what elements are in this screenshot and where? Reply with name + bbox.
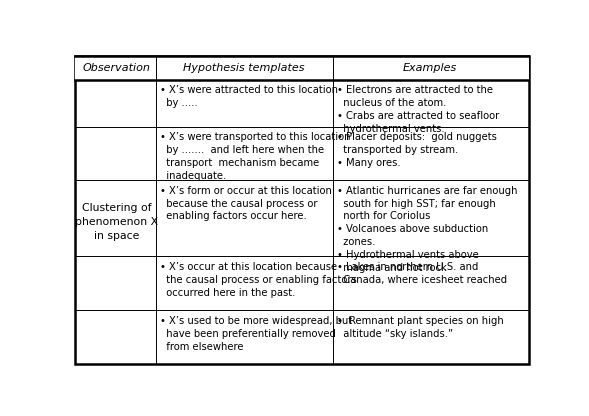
Text: • X’s occur at this location because
  the causal process or enabling factors
  : • X’s occur at this location because the… [160,262,357,298]
Text: • Lakes in northern U.S. and
  Canada, where icesheet reached: • Lakes in northern U.S. and Canada, whe… [337,262,507,285]
Text: • X’s were transported to this location
  by .......  and left here when the
  t: • X’s were transported to this location … [160,132,351,181]
Text: • X’s used to be more widespread, but
  have been preferentially removed
  from : • X’s used to be more widespread, but ha… [160,316,352,352]
Text: Observation: Observation [82,63,150,73]
Text: Clustering of
phenomenon X
in space: Clustering of phenomenon X in space [75,203,158,241]
Text: • Placer deposits:  gold nuggets
  transported by stream.
• Many ores.: • Placer deposits: gold nuggets transpor… [337,132,497,168]
Text: • X’s were attracted to this location
  by .....: • X’s were attracted to this location by… [160,85,338,108]
Bar [75,56,529,79]
Text: Examples: Examples [402,63,456,73]
Text: • Atlantic hurricanes are far enough
  south for high SST; far enough
  north fo: • Atlantic hurricanes are far enough sou… [337,186,518,272]
Text: • X’s form or occur at this location
  because the causal process or
  enabling : • X’s form or occur at this location bec… [160,186,332,221]
Text: • Electrons are attracted to the
  nucleus of the atom.
• Crabs are attracted to: • Electrons are attracted to the nucleus… [337,85,499,134]
Text: Hypothesis templates: Hypothesis templates [184,63,305,73]
Text: •  Remnant plant species on high
  altitude “sky islands.”: • Remnant plant species on high altitude… [337,316,504,339]
